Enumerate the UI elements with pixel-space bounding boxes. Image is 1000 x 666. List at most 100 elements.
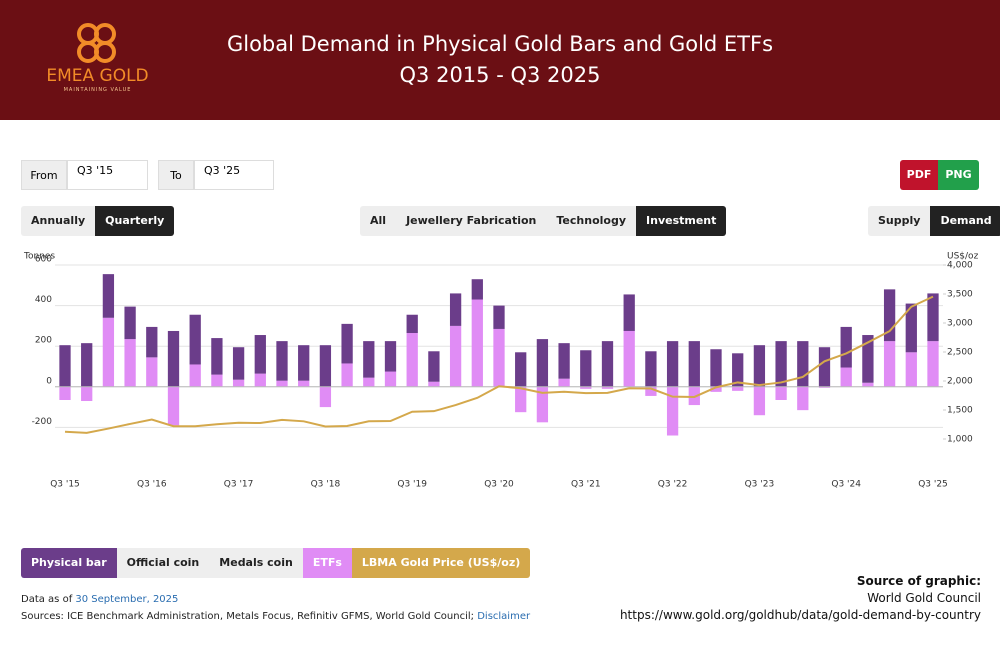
bar <box>905 303 917 353</box>
bar <box>753 386 766 416</box>
bar <box>232 347 245 380</box>
bar <box>840 326 852 368</box>
from-control: From Q3 '15 <box>21 160 148 190</box>
bar <box>471 279 483 300</box>
bar <box>189 364 201 387</box>
from-label: From <box>21 160 67 190</box>
bar <box>428 381 440 387</box>
legend-item[interactable]: Physical bar <box>21 548 117 578</box>
x-tick-label: Q3 '18 <box>311 480 341 490</box>
bar <box>298 380 310 387</box>
bar <box>710 386 722 392</box>
to-input[interactable]: Q3 '25 <box>194 160 274 190</box>
source-block: Source of graphic: World Gold Council ht… <box>620 573 981 624</box>
y-tick-label: 200 <box>35 336 52 346</box>
bar <box>384 371 397 387</box>
bar <box>862 335 874 383</box>
png-button[interactable]: PNG <box>938 160 979 190</box>
bar <box>883 289 896 342</box>
y-tick-label: 600 <box>35 255 52 265</box>
bar <box>732 386 744 391</box>
source-org: World Gold Council <box>867 591 981 605</box>
bar <box>688 341 700 387</box>
bar <box>384 341 397 372</box>
bar <box>298 345 310 381</box>
x-tick-label: Q3 '24 <box>831 480 861 490</box>
disclaimer-link[interactable]: Disclaimer <box>477 611 531 622</box>
x-tick-label: Q3 '20 <box>484 480 514 490</box>
from-input[interactable]: Q3 '15 <box>67 160 148 190</box>
bar <box>645 386 657 396</box>
bar <box>666 386 679 436</box>
period-group: Annually Quarterly <box>21 206 175 236</box>
bar <box>905 352 917 387</box>
bar <box>341 363 353 387</box>
y2-tick-label: 1,500 <box>947 406 973 416</box>
x-tick-label: Q3 '19 <box>397 480 427 490</box>
to-label: To <box>158 160 194 190</box>
chart-subtitle: Q3 2015 - Q3 2025 <box>399 63 601 87</box>
y-axis-title: Tonnes <box>23 252 55 262</box>
bar <box>840 367 852 387</box>
bar <box>927 341 939 387</box>
source-url: https://www.gold.org/goldhub/data/gold-d… <box>619 608 981 622</box>
bar <box>862 382 874 387</box>
all-button[interactable]: All <box>360 206 397 236</box>
y2-tick-label: 2,000 <box>947 377 973 387</box>
x-tick-label: Q3 '16 <box>137 480 167 490</box>
quarterly-button[interactable]: Quarterly <box>95 206 175 236</box>
y-tick-label: 400 <box>35 295 52 305</box>
date-value: 30 September, 2025 <box>75 594 179 605</box>
bar <box>471 299 483 387</box>
x-tick-label: Q3 '22 <box>658 480 688 490</box>
bar <box>428 351 440 382</box>
data-date: Data as of 30 September, 2025 <box>21 594 178 605</box>
legend-item[interactable]: ETFs <box>302 548 352 578</box>
pdf-button[interactable]: PDF <box>900 160 938 190</box>
supply-button[interactable]: Supply <box>868 206 931 236</box>
bar <box>406 333 418 387</box>
legend-item[interactable]: Official coin <box>116 548 210 578</box>
sources-text: Sources: ICE Benchmark Administration, M… <box>21 611 475 622</box>
logo-icon <box>77 23 116 63</box>
bar <box>81 343 93 387</box>
bar <box>580 386 592 389</box>
legend-item[interactable]: Medals coin <box>209 548 303 578</box>
bar <box>515 352 527 387</box>
y2-tick-label: 3,000 <box>947 319 973 329</box>
bar <box>146 357 158 387</box>
bar <box>319 345 332 387</box>
legend-item[interactable]: LBMA Gold Price (US$/oz) <box>351 548 531 578</box>
y2-tick-label: 1,000 <box>947 435 973 445</box>
bar <box>818 347 831 387</box>
bar <box>449 293 462 326</box>
bar <box>645 351 657 387</box>
bar <box>775 341 787 387</box>
bar <box>59 345 71 387</box>
annually-button[interactable]: Annually <box>21 206 96 236</box>
bar <box>797 386 809 411</box>
bar <box>124 339 136 387</box>
bar <box>341 323 353 364</box>
x-tick-label: Q3 '23 <box>745 480 775 490</box>
bar <box>732 353 744 387</box>
y2-tick-label: 3,500 <box>947 290 973 300</box>
bar <box>167 386 180 426</box>
logo-tagline: MAINTAINING VALUE <box>63 87 132 93</box>
export-group: PDF PNG <box>900 160 979 190</box>
demand-button[interactable]: Demand <box>930 206 1000 236</box>
y-tick-label: -200 <box>32 417 53 427</box>
bar <box>211 374 223 387</box>
investment-button[interactable]: Investment <box>636 206 727 236</box>
bar <box>363 341 375 378</box>
bar <box>883 341 896 387</box>
x-tick-label: Q3 '15 <box>50 480 80 490</box>
view-group: Supply Demand <box>868 206 1000 236</box>
technology-button[interactable]: Technology <box>546 206 637 236</box>
jewellery-button[interactable]: Jewellery Fabrication <box>396 206 547 236</box>
bar <box>81 386 93 402</box>
x-tick-label: Q3 '25 <box>918 480 948 490</box>
bar <box>558 343 570 379</box>
bar <box>710 349 722 387</box>
